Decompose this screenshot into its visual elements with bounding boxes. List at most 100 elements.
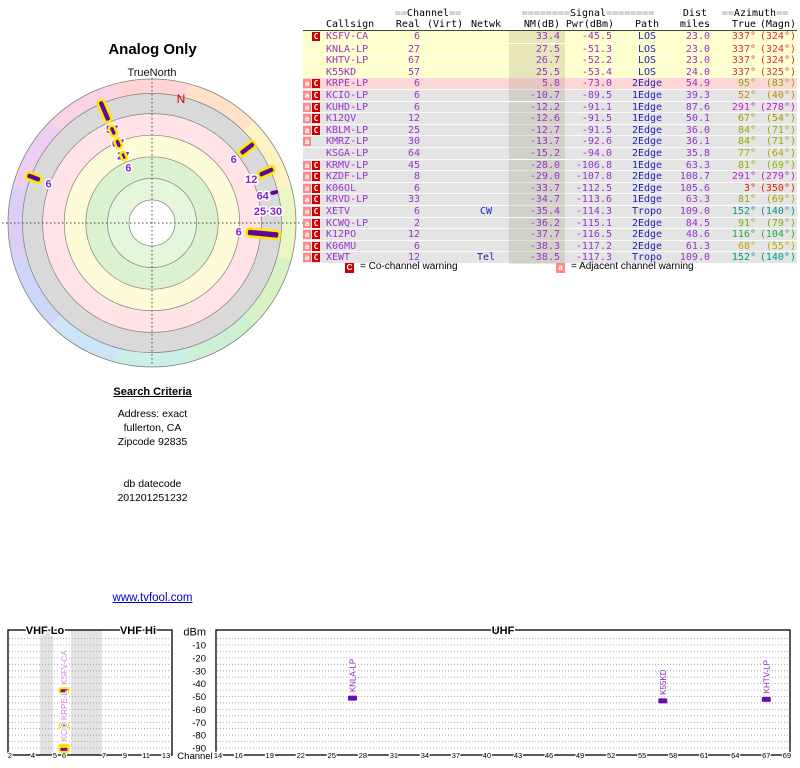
callsign-cell[interactable]: KZDF-LP [326,171,369,183]
real-channel-cell: 67 [407,55,420,67]
north-marker: N [177,92,186,106]
path-cell: 2Edge [631,182,663,194]
table-row: a C KBLM-LP 25 -12.7 -91.5 2Edge 36.0 84° (71°) [303,123,797,137]
adjacent-warning-icon: a [303,195,311,205]
real-channel-cell: 6 [413,89,420,101]
table-column-header-row: Callsign Real (Virt) Netwk NM(dB) Pwr(dB… [303,19,797,31]
true-azimuth-cell: 337° [731,66,756,78]
path-cell: Tropo [631,205,663,217]
pwr-dbm-cell: -115.1 [575,217,612,229]
path-cell: 2Edge [631,147,663,159]
station-channel-label: 6 [231,154,237,166]
magnetic-azimuth-cell: (278°) [759,101,796,113]
true-azimuth-cell: 95° [737,78,756,90]
station-bar [237,139,257,158]
distance-cell: 109.0 [679,205,710,217]
real-channel-cell: 6 [413,31,420,42]
dbm-tick-label: -30 [192,666,206,677]
adjacent-channel-legend-text: = Adjacent channel warning [571,261,694,272]
callsign-cell[interactable]: KSFV-CA [326,31,369,42]
adjacent-warning-icon: a [303,102,311,112]
tvfool-link[interactable]: www.tvfool.com [112,592,193,604]
adjacent-warning-icon: a [303,206,311,216]
station-bar [270,190,279,195]
callsign-cell[interactable]: KCIO-LP [326,89,369,101]
path-cell: 1Edge [631,101,663,113]
col-header-pwr: Pwr(dBm) [565,19,614,30]
callsign-cell[interactable]: KBLM-LP [326,124,369,136]
distance-cell: 109.0 [679,252,710,264]
channel-tick-label: 64 [731,751,739,760]
path-cell: 2Edge [631,229,663,241]
panel-border [7,629,173,756]
callsign-cell[interactable]: K12PO [326,229,357,241]
path-cell: LOS [637,55,657,67]
channel-tick-label: 43 [514,751,522,760]
callsign-cell[interactable]: XEWT [326,252,351,264]
callsign-cell[interactable]: KUHD-LP [326,101,369,113]
magnetic-azimuth-cell: (324°) [759,55,796,67]
adjacent-channel-warning-icon: a [556,263,565,273]
channel-tick-label: 25 [328,751,336,760]
callsign-cell[interactable]: K06MU [326,240,357,252]
path-cell: Tropo [631,252,663,264]
col-header-path: Path [634,19,660,30]
channel-tick-label: 69 [783,751,791,760]
db-datecode-value: 201201251232 [117,492,188,504]
col-header-virt: (Virt) [427,19,464,30]
callsign-cell[interactable]: KSGA-LP [326,147,369,159]
callsign-cell[interactable]: KRPE-LP [326,78,369,90]
table-row: aCKNLA-LP 27 27.5 -51.3 LOS 23.0 337°(324°) [303,42,797,55]
vhf-hi-band-label: VHF Hi [120,625,156,637]
channel-tick-label: 58 [669,751,677,760]
network-cell [463,183,509,194]
adjacent-warning-icon: a [303,137,311,147]
signal-bar-callsign-label: KNLA-LP [348,659,357,692]
vhf-lo-band-label: VHF Lo [26,625,65,637]
callsign-cell[interactable]: KRMV-LP [326,159,369,171]
pwr-dbm-cell: -73.0 [581,78,612,90]
network-cell [463,102,509,113]
callsign-cell[interactable]: K06OL [326,182,357,194]
table-row: a C K06MU 6 -38.3 -117.2 2Edge 61.3 68° (55°) [303,239,797,253]
table-row: a C K12PO 12 -37.7 -116.5 2Edge 48.6 116° (104°) [303,228,797,241]
callsign-cell[interactable]: XETV [326,205,351,217]
nm-db-cell: 33.4 [509,31,565,43]
callsign-cell[interactable]: KNLA-LP [326,43,369,55]
nm-db-cell: -12.2 [509,101,565,113]
warning-cell: aC [303,67,323,78]
magnetic-azimuth-cell: (83°) [765,78,796,90]
callsign-cell[interactable]: K55KD [326,66,357,78]
nm-db-cell: -12.6 [509,113,565,125]
station-channel-label: 6 [45,178,51,190]
adjacent-warning-icon: a [303,253,311,263]
callsign-cell[interactable]: KHTV-LP [326,55,369,67]
callsign-cell[interactable]: K12QV [326,113,357,125]
callsign-cell[interactable]: KCWQ-LP [326,217,369,229]
table-row: a C KZDF-LP 8 -29.0 -107.8 2Edge 108.7 291° (279°… [303,170,797,183]
pwr-dbm-cell: -94.0 [581,147,612,159]
signal-bar [58,687,70,695]
magnetic-azimuth-cell: (140°) [759,252,796,264]
network-cell [463,90,509,101]
pwr-dbm-cell: -45.5 [581,31,612,42]
co-channel-warning-icon: C [312,125,320,135]
nm-db-cell: -38.5 [509,252,565,264]
callsign-cell[interactable]: KMRZ-LP [326,136,369,148]
table-row: aCKHTV-LP 67 26.7 -52.2 LOS 23.0 337°(324°) [303,54,797,67]
magnetic-azimuth-cell: (279°) [759,171,796,183]
path-cell: 1Edge [631,159,663,171]
station-channel-label: 6 [125,162,131,174]
station-bar [275,207,282,212]
co-channel-warning-icon: C [312,183,320,193]
pwr-dbm-cell: -112.5 [575,182,612,194]
callsign-cell[interactable]: KRVD-LP [326,194,369,206]
path-cell: 1Edge [631,113,663,125]
signal-bar [761,696,771,702]
magnetic-azimuth-cell: (69°) [765,194,796,206]
distance-cell: 48.6 [685,229,710,241]
co-channel-legend: C = Co-channel warning [345,261,458,273]
